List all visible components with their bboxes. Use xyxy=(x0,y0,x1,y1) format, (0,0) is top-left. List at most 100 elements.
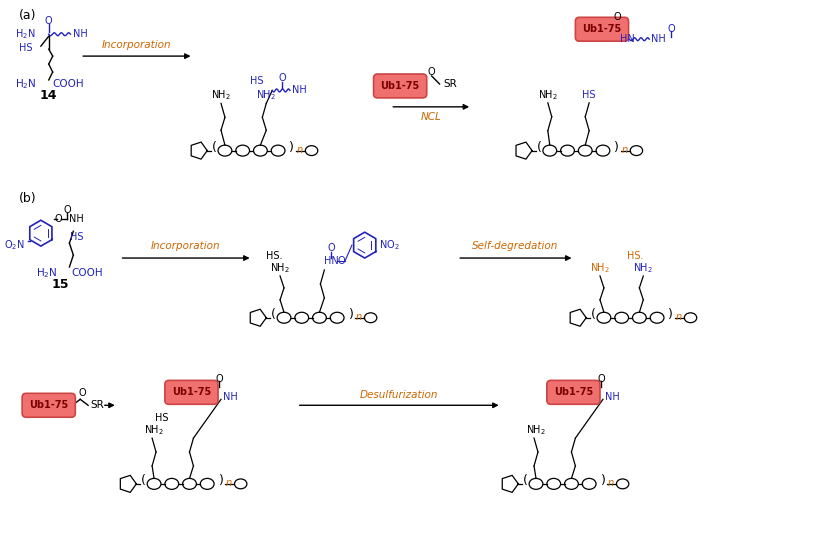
Text: Ub1-75: Ub1-75 xyxy=(582,24,622,34)
Text: NH: NH xyxy=(223,392,238,402)
Ellipse shape xyxy=(277,312,291,323)
Text: HS.: HS. xyxy=(627,251,644,261)
FancyBboxPatch shape xyxy=(547,380,600,404)
Text: SR: SR xyxy=(444,79,457,89)
Text: O: O xyxy=(63,205,72,215)
Text: O: O xyxy=(597,374,605,385)
Text: O: O xyxy=(337,256,345,266)
Text: 15: 15 xyxy=(52,278,69,292)
Text: HS.: HS. xyxy=(266,251,282,261)
Text: HS: HS xyxy=(70,232,84,242)
Text: SR: SR xyxy=(90,400,104,410)
FancyBboxPatch shape xyxy=(575,17,628,41)
Text: O: O xyxy=(78,388,86,399)
Text: NH: NH xyxy=(292,86,307,95)
Text: HS: HS xyxy=(20,43,33,53)
Text: H$_2$N: H$_2$N xyxy=(15,27,35,41)
Ellipse shape xyxy=(685,313,697,323)
Ellipse shape xyxy=(218,145,232,156)
Text: NH$_2$: NH$_2$ xyxy=(144,423,164,437)
Text: O: O xyxy=(614,12,622,22)
FancyBboxPatch shape xyxy=(374,74,427,98)
Text: O: O xyxy=(45,16,53,26)
Ellipse shape xyxy=(615,312,628,323)
Text: (a): (a) xyxy=(20,9,37,22)
Text: O: O xyxy=(667,24,675,34)
Text: HS: HS xyxy=(250,77,263,87)
Text: ): ) xyxy=(668,308,673,321)
Text: (: ( xyxy=(212,141,217,154)
Text: (: ( xyxy=(591,308,596,321)
Text: H$_2$N: H$_2$N xyxy=(36,266,58,280)
Text: NO$_2$: NO$_2$ xyxy=(379,238,400,252)
Ellipse shape xyxy=(165,478,179,490)
Ellipse shape xyxy=(561,145,575,156)
Text: H$_2$N: H$_2$N xyxy=(15,77,37,91)
Text: NH$_2$: NH$_2$ xyxy=(633,261,654,275)
Text: (b): (b) xyxy=(20,192,37,205)
Ellipse shape xyxy=(253,145,267,156)
Ellipse shape xyxy=(547,478,561,490)
Ellipse shape xyxy=(565,478,578,490)
Text: NH: NH xyxy=(73,29,88,39)
Text: n: n xyxy=(356,312,362,322)
Text: n: n xyxy=(676,312,682,322)
Text: O: O xyxy=(55,214,63,224)
Text: HN: HN xyxy=(619,34,634,44)
Text: NH$_2$: NH$_2$ xyxy=(526,423,546,437)
Text: HS: HS xyxy=(582,90,596,100)
Text: ): ) xyxy=(348,308,353,321)
Ellipse shape xyxy=(632,312,646,323)
Ellipse shape xyxy=(630,146,642,156)
FancyBboxPatch shape xyxy=(165,380,218,404)
Text: n: n xyxy=(296,144,303,155)
Text: n: n xyxy=(225,478,232,488)
Text: NH$_2$: NH$_2$ xyxy=(590,261,610,275)
Text: NH$_2$: NH$_2$ xyxy=(256,88,276,102)
Text: ): ) xyxy=(290,141,295,154)
Text: NH: NH xyxy=(69,214,84,224)
Text: Ub1-75: Ub1-75 xyxy=(380,81,420,91)
Ellipse shape xyxy=(271,145,285,156)
Text: NH$_2$: NH$_2$ xyxy=(270,261,290,275)
Ellipse shape xyxy=(616,479,629,489)
Text: COOH: COOH xyxy=(72,268,103,278)
Ellipse shape xyxy=(582,478,596,490)
Text: n: n xyxy=(608,478,614,488)
Ellipse shape xyxy=(365,313,377,323)
Text: ): ) xyxy=(219,475,224,487)
Text: Incorporation: Incorporation xyxy=(102,40,171,50)
Ellipse shape xyxy=(650,312,664,323)
Text: 14: 14 xyxy=(40,89,58,102)
Ellipse shape xyxy=(529,478,543,490)
Text: Ub1-75: Ub1-75 xyxy=(554,387,593,398)
Text: HN: HN xyxy=(324,256,339,266)
Text: Ub1-75: Ub1-75 xyxy=(29,400,68,410)
Text: (: ( xyxy=(536,141,541,154)
Text: HS: HS xyxy=(155,413,168,423)
Ellipse shape xyxy=(597,312,610,323)
Ellipse shape xyxy=(578,145,592,156)
Text: NH$_2$: NH$_2$ xyxy=(211,88,231,102)
Text: Ub1-75: Ub1-75 xyxy=(172,387,211,398)
Ellipse shape xyxy=(330,312,344,323)
Ellipse shape xyxy=(313,312,326,323)
Text: Desulfurization: Desulfurization xyxy=(360,391,439,400)
Text: n: n xyxy=(622,144,628,155)
Text: NCL: NCL xyxy=(420,112,441,122)
Ellipse shape xyxy=(200,478,214,490)
Text: O$_2$N: O$_2$N xyxy=(4,238,25,252)
Text: O: O xyxy=(428,67,435,77)
FancyBboxPatch shape xyxy=(22,393,76,417)
Ellipse shape xyxy=(295,312,309,323)
Ellipse shape xyxy=(236,145,250,156)
Text: COOH: COOH xyxy=(53,79,85,89)
Text: ): ) xyxy=(615,141,619,154)
Ellipse shape xyxy=(596,145,610,156)
Text: (: ( xyxy=(271,308,276,321)
Text: O: O xyxy=(327,243,335,253)
Ellipse shape xyxy=(147,478,161,490)
Text: NH$_2$: NH$_2$ xyxy=(538,88,558,102)
Ellipse shape xyxy=(234,479,247,489)
Ellipse shape xyxy=(182,478,196,490)
